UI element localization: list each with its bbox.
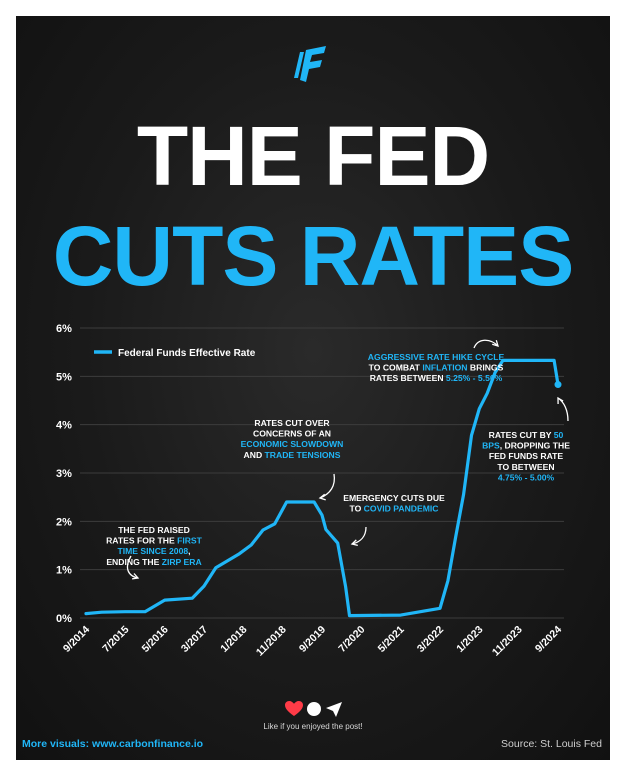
- annotation-text: FED FUNDS RATE: [489, 451, 564, 461]
- annotation-text: 4.75% - 5.00%: [498, 472, 555, 482]
- annotation-segment: RATES FOR THE: [106, 536, 177, 546]
- series-line: [84, 358, 560, 618]
- annotation-text: BPS, DROPPING THE: [482, 441, 570, 451]
- annotation-text: CONCERNS OF AN: [253, 429, 331, 439]
- annotation-arrow-head: [318, 493, 326, 501]
- carbon-finance-logo-icon: [294, 46, 326, 82]
- annotation-segment: TO BETWEEN: [497, 462, 554, 472]
- annotation-text: EMERGENCY CUTS DUE: [343, 493, 445, 503]
- annotation-segment: , DROPPING THE: [500, 441, 570, 451]
- annotation-arrow: [319, 473, 336, 499]
- infographic-card: THE FED CUTS RATES 0% 1% 2% 3% 4% 5% 6% 9/2014 7…: [16, 16, 610, 760]
- annotation-segment: TO: [350, 504, 364, 514]
- annotation-segment: AGGRESSIVE RATE HIKE CYCLE: [368, 352, 505, 362]
- title-line-2: CUTS RATES: [52, 209, 574, 303]
- send-icon: [326, 702, 342, 717]
- heart-icon: [285, 701, 303, 716]
- annotation-text: RATES CUT OVER: [254, 418, 330, 428]
- x-tick-label: 1/2023: [454, 624, 485, 655]
- annotation-arrow-head: [350, 539, 358, 547]
- annotation-text: TIME SINCE 2008,: [117, 546, 190, 556]
- annotation-segment: TRADE TENSIONS: [265, 450, 341, 460]
- footer-website: More visuals: www.carbonfinance.io: [22, 738, 204, 750]
- x-tick-label: 7/2020: [336, 624, 367, 655]
- x-tick-label: 9/2019: [297, 624, 328, 655]
- x-tick-label: 1/2018: [218, 624, 249, 655]
- annotation-arrow-head: [492, 340, 499, 347]
- annotation-segment: RATES CUT BY: [489, 430, 554, 440]
- x-tick-label: 9/2014: [61, 624, 92, 655]
- annotation-arrow: [557, 397, 569, 422]
- social-icons: [285, 701, 342, 717]
- y-tick-label: 0%: [56, 613, 72, 625]
- x-tick-label: 5/2016: [140, 624, 171, 655]
- x-tick-label: 11/2018: [254, 624, 289, 659]
- fed-funds-chart: 0% 1% 2% 3% 4% 5% 6% 9/2014 7/2015 5/2016 3/2017 1/…: [56, 323, 570, 659]
- x-tick-label: 7/2015: [100, 624, 131, 655]
- annotation-segment: TO COMBAT: [369, 363, 423, 373]
- annotation-segment: TIME SINCE 2008: [117, 546, 188, 556]
- annotation-arrow: [126, 555, 139, 579]
- y-tick-label: 4%: [56, 420, 72, 432]
- annotation-segment: CONCERNS OF AN: [253, 429, 331, 439]
- annotation-text: TO BETWEEN: [497, 462, 554, 472]
- annotation-segment: INFLATION: [422, 363, 467, 373]
- title-line-1: THE FED: [136, 109, 490, 203]
- annotation-arrow: [351, 526, 367, 545]
- annotation-segment: EMERGENCY CUTS DUE: [343, 493, 445, 503]
- annotation-text: AND TRADE TENSIONS: [244, 450, 341, 460]
- annotation-segment: ENDING THE: [106, 557, 161, 567]
- annotation-segment: 5.25% - 5.50%: [446, 373, 503, 383]
- annotation-segment: 4.75% - 5.00%: [498, 472, 555, 482]
- annotation-segment: BRINGS: [468, 363, 504, 373]
- annotation-text: THE FED RAISED: [118, 525, 190, 535]
- annotation-text: RATES CUT BY 50: [489, 430, 564, 440]
- legend-label: Federal Funds Effective Rate: [118, 348, 256, 359]
- annotation-segment: RATES CUT OVER: [254, 418, 330, 428]
- annotation-segment: BPS: [482, 441, 500, 451]
- footer-source: Source: St. Louis Fed: [501, 738, 602, 750]
- y-tick-label: 6%: [56, 323, 72, 335]
- series-end-point: [554, 381, 562, 389]
- annotation-text: TO COMBAT INFLATION BRINGS: [369, 363, 504, 373]
- annotation-segment: THE FED RAISED: [118, 525, 190, 535]
- y-tick-label: 5%: [56, 371, 72, 383]
- annotation-segment: COVID PANDEMIC: [364, 504, 439, 514]
- annotation-segment: RATES BETWEEN: [370, 373, 446, 383]
- annotation-text: TO COVID PANDEMIC: [350, 504, 439, 514]
- x-tick-label: 5/2021: [376, 624, 407, 655]
- annotation-arrow-head: [557, 396, 564, 405]
- annotation-text: RATES BETWEEN 5.25% - 5.50%: [370, 373, 503, 383]
- y-tick-label: 1%: [56, 565, 72, 577]
- annotation-segment: FIRST: [177, 536, 203, 546]
- like-prompt: Like if you enjoyed the post!: [263, 722, 363, 731]
- annotation-segment: ECONOMIC SLOWDOWN: [241, 439, 344, 449]
- annotation-text: ECONOMIC SLOWDOWN: [241, 439, 344, 449]
- annotation-segment: AND: [244, 450, 265, 460]
- annotation-arrow-head: [132, 573, 140, 580]
- y-tick-label: 3%: [56, 468, 72, 480]
- annotation-segment: ZIRP ERA: [162, 557, 202, 567]
- annotation-text: RATES FOR THE FIRST: [106, 536, 203, 546]
- x-tick-label: 3/2022: [415, 624, 446, 655]
- annotation-text: ENDING THE ZIRP ERA: [106, 557, 201, 567]
- x-tick-label: 9/2024: [533, 624, 564, 655]
- comment-icon: [307, 702, 321, 716]
- annotation-segment: 50: [554, 430, 564, 440]
- x-tick-label: 3/2017: [179, 624, 210, 655]
- annotation-arrow: [473, 339, 499, 349]
- annotation-segment: FED FUNDS RATE: [489, 451, 564, 461]
- annotation-text: AGGRESSIVE RATE HIKE CYCLE: [368, 352, 505, 362]
- x-tick-label: 11/2023: [490, 624, 525, 659]
- annotation-segment: ,: [188, 546, 190, 556]
- y-tick-label: 2%: [56, 516, 72, 528]
